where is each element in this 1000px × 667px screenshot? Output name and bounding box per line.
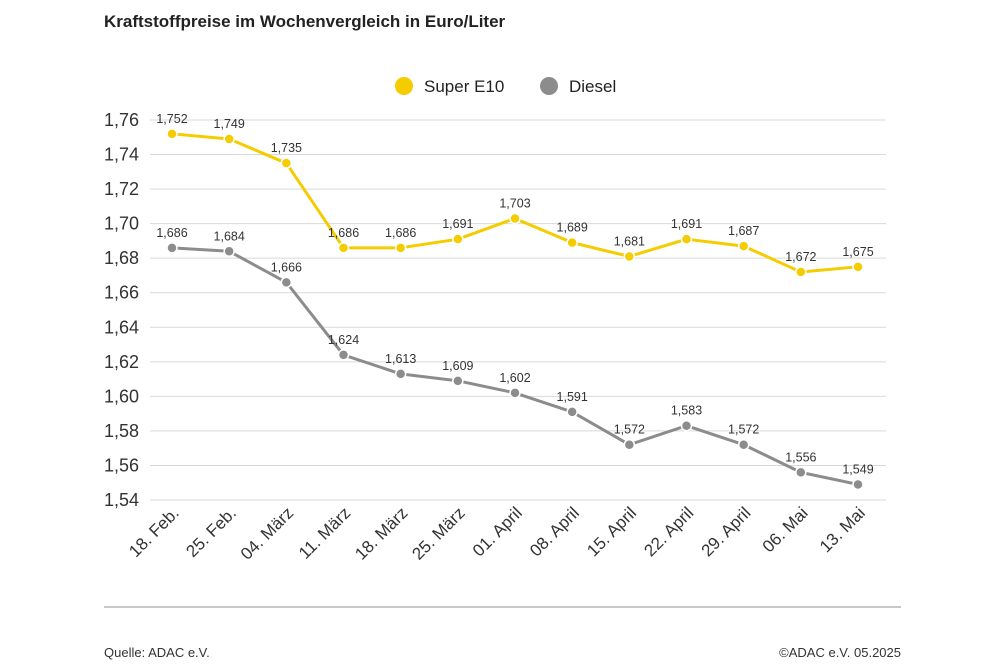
data-label: 1,735 bbox=[271, 141, 302, 155]
data-point bbox=[852, 261, 864, 273]
y-tick-label: 1,72 bbox=[104, 179, 139, 199]
y-tick-label: 1,64 bbox=[104, 317, 139, 337]
y-tick-label: 1,60 bbox=[104, 386, 139, 406]
legend-label: Diesel bbox=[569, 77, 616, 96]
x-tick-label: 11. März bbox=[295, 503, 354, 562]
chart-title: Kraftstoffpreise im Wochenvergleich in E… bbox=[104, 12, 506, 31]
x-tick-label: 18. März bbox=[351, 503, 411, 563]
y-tick-label: 1,66 bbox=[104, 283, 139, 303]
data-point bbox=[166, 128, 178, 140]
y-tick-label: 1,58 bbox=[104, 421, 139, 441]
data-label: 1,609 bbox=[442, 359, 473, 373]
y-tick-label: 1,70 bbox=[104, 214, 139, 234]
y-tick-label: 1,68 bbox=[104, 248, 139, 268]
data-point bbox=[337, 242, 350, 254]
data-point bbox=[223, 133, 235, 145]
x-tick-label: 29. April bbox=[698, 503, 755, 560]
legend-label: Super E10 bbox=[424, 77, 504, 96]
data-label: 1,672 bbox=[785, 250, 816, 264]
x-tick-label: 25. März bbox=[408, 503, 468, 563]
y-tick-label: 1,62 bbox=[104, 352, 139, 372]
data-point bbox=[280, 276, 293, 289]
data-label: 1,684 bbox=[214, 229, 245, 243]
y-tick-label: 1,56 bbox=[104, 455, 139, 475]
x-tick-label: 04. März bbox=[237, 503, 297, 563]
data-point bbox=[394, 242, 407, 254]
data-point bbox=[795, 266, 807, 278]
data-label: 1,691 bbox=[442, 217, 473, 231]
y-tick-label: 1,54 bbox=[104, 490, 139, 510]
data-label: 1,549 bbox=[842, 462, 873, 476]
data-point bbox=[337, 349, 350, 361]
legend-marker bbox=[395, 77, 413, 95]
x-tick-label: 15. April bbox=[583, 503, 640, 560]
data-point bbox=[623, 250, 636, 263]
data-label: 1,687 bbox=[728, 224, 759, 238]
data-label: 1,752 bbox=[156, 112, 187, 126]
data-point bbox=[852, 478, 864, 491]
data-point bbox=[623, 438, 636, 451]
data-point bbox=[566, 406, 578, 418]
copyright-note: ©ADAC e.V. 05.2025 bbox=[779, 645, 901, 660]
data-label: 1,689 bbox=[557, 221, 588, 235]
data-label: 1,602 bbox=[499, 371, 530, 385]
data-label: 1,686 bbox=[385, 226, 416, 240]
data-point bbox=[223, 245, 235, 258]
x-tick-label: 06. Mai bbox=[759, 503, 812, 556]
data-point bbox=[566, 236, 578, 249]
data-label: 1,749 bbox=[214, 117, 245, 131]
legend-marker bbox=[540, 77, 558, 95]
data-point bbox=[737, 438, 750, 451]
data-label: 1,556 bbox=[785, 450, 816, 464]
data-point bbox=[680, 419, 693, 432]
data-point bbox=[166, 242, 178, 254]
series-line bbox=[171, 246, 859, 486]
data-label: 1,572 bbox=[728, 423, 759, 437]
data-label: 1,583 bbox=[671, 404, 702, 418]
data-point bbox=[452, 375, 464, 387]
data-label: 1,666 bbox=[271, 260, 302, 274]
footer-divider bbox=[104, 606, 901, 608]
data-point bbox=[795, 466, 807, 479]
data-point bbox=[509, 387, 521, 399]
data-label: 1,681 bbox=[614, 234, 645, 248]
data-label: 1,686 bbox=[328, 226, 359, 240]
series-layer: 1,752 1,749 1,735 1,686 1,686 1,691 1,703 1,689… bbox=[156, 112, 874, 491]
data-label: 1,675 bbox=[842, 245, 873, 259]
x-tick-label: 01. April bbox=[469, 503, 526, 560]
gridlines bbox=[150, 119, 886, 501]
y-tick-label: 1,74 bbox=[104, 145, 139, 165]
x-tick-label: 22. April bbox=[640, 503, 697, 560]
data-label: 1,686 bbox=[156, 226, 187, 240]
data-label: 1,691 bbox=[671, 217, 702, 231]
x-tick-label: 08. April bbox=[526, 503, 583, 560]
data-label: 1,572 bbox=[614, 423, 645, 437]
data-label: 1,703 bbox=[499, 196, 530, 210]
source-note: Quelle: ADAC e.V. bbox=[104, 645, 210, 660]
data-point bbox=[280, 157, 293, 169]
legend: Super E10 Diesel bbox=[395, 77, 616, 96]
data-label: 1,613 bbox=[385, 352, 416, 366]
data-label: 1,591 bbox=[557, 390, 588, 404]
y-axis-tick-labels: 1,76 1,74 1,72 1,70 1,68 1,66 1,64 1,62 1,60 1,58… bbox=[104, 110, 139, 510]
data-point bbox=[452, 233, 464, 245]
data-point bbox=[509, 212, 521, 225]
data-label: 1,624 bbox=[328, 333, 359, 347]
data-point bbox=[680, 233, 693, 245]
data-point bbox=[394, 368, 407, 380]
x-tick-label: 18. Feb. bbox=[125, 503, 183, 561]
data-point bbox=[737, 240, 750, 252]
y-tick-label: 1,76 bbox=[104, 110, 139, 130]
x-tick-label: 25. Feb. bbox=[182, 503, 240, 561]
x-tick-label: 13. Mai bbox=[816, 503, 869, 556]
